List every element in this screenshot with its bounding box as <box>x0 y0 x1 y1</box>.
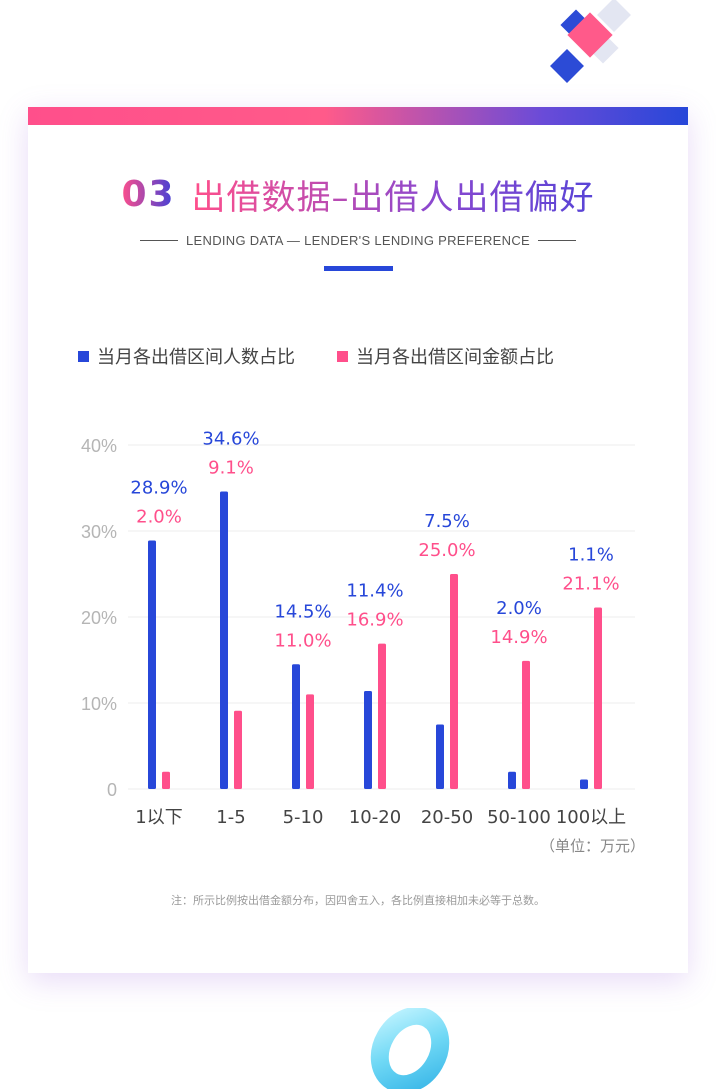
title-accent-bar <box>324 266 393 271</box>
bar-series2 <box>306 694 314 789</box>
data-label-series2: 11.0% <box>274 630 331 651</box>
legend-swatch-series1 <box>78 350 89 362</box>
decorative-ring-icon <box>370 1008 450 1089</box>
x-tick-label: 20-50 <box>421 807 473 828</box>
data-label-series1: 11.4% <box>346 581 403 602</box>
bar-series1 <box>364 690 372 789</box>
data-label-series2: 21.1% <box>562 574 619 595</box>
data-label-series1: 2.0% <box>496 598 542 619</box>
bar-series1 <box>508 771 516 789</box>
data-label-series1: 34.6% <box>202 428 259 449</box>
bar-series1 <box>292 664 300 789</box>
legend-label-series1: 当月各出借区间人数占比 <box>97 347 295 368</box>
y-tick-label: 30% <box>81 522 117 542</box>
title-row: 03 出借数据–出借人出借偏好 <box>28 169 688 219</box>
decorative-diamonds-icon <box>550 0 631 83</box>
chart-legend: 当月各出借区间人数占比 当月各出借区间金额占比 <box>78 343 596 369</box>
subtitle-right-line <box>538 239 576 241</box>
legend-swatch-series2 <box>337 350 348 362</box>
x-tick-label: 1-5 <box>216 807 245 828</box>
y-tick-label: 40% <box>81 436 117 456</box>
data-label-series1: 7.5% <box>424 511 470 532</box>
y-tick-label: 10% <box>81 694 117 714</box>
bar-series2 <box>162 771 170 789</box>
unit-label: （单位：万元） <box>540 837 646 855</box>
x-tick-label: 1以下 <box>135 807 182 828</box>
data-label-series1: 1.1% <box>568 545 614 566</box>
bar-series1 <box>436 724 444 789</box>
bar-series1 <box>220 491 228 789</box>
bar-series1 <box>580 779 588 789</box>
section-number: 03 <box>121 173 176 215</box>
legend-item-series1: 当月各出借区间人数占比 <box>78 343 295 369</box>
data-label-series2: 9.1% <box>208 457 254 478</box>
bar-series2 <box>450 574 458 789</box>
data-label-series1: 14.5% <box>274 601 331 622</box>
x-tick-label: 50-100 <box>487 807 551 828</box>
data-label-series2: 14.9% <box>490 627 547 648</box>
legend-label-series2: 当月各出借区间金额占比 <box>356 347 554 368</box>
card-top-gradient-bar <box>28 107 688 125</box>
y-tick-label: 0 <box>107 780 117 800</box>
data-label-series1: 28.9% <box>130 477 187 498</box>
bar-series2 <box>594 607 602 789</box>
bar-series2 <box>234 710 242 789</box>
bar-series2 <box>378 643 386 789</box>
subtitle-left-line <box>140 239 178 241</box>
data-label-series2: 25.0% <box>418 540 475 561</box>
x-tick-label: 10-20 <box>349 807 401 828</box>
bar-series1 <box>148 540 156 789</box>
y-tick-label: 20% <box>81 608 117 628</box>
content-card: 03 出借数据–出借人出借偏好 LENDING DATA — LENDER'S … <box>28 107 688 973</box>
bar-series2 <box>522 660 530 789</box>
page-title: 出借数据–出借人出借偏好 <box>192 170 595 219</box>
x-tick-label: 100以上 <box>556 807 626 828</box>
data-label-series2: 16.9% <box>346 610 403 631</box>
bar-chart: 0 10% 20% 30% 40% 28.9% 2.0% 1以下 34.6% 9.1% 1-5 14.… <box>81 428 635 828</box>
page-subtitle: LENDING DATA — LENDER'S LENDING PREFEREN… <box>186 232 530 248</box>
subtitle-row: LENDING DATA — LENDER'S LENDING PREFEREN… <box>28 230 688 250</box>
footnote: 注：所示比例按出借金额分布，因四舍五入，各比例直接相加未必等于总数。 <box>171 894 545 907</box>
x-tick-label: 5-10 <box>283 807 324 828</box>
legend-item-series2: 当月各出借区间金额占比 <box>337 343 554 369</box>
data-label-series2: 2.0% <box>136 506 182 527</box>
